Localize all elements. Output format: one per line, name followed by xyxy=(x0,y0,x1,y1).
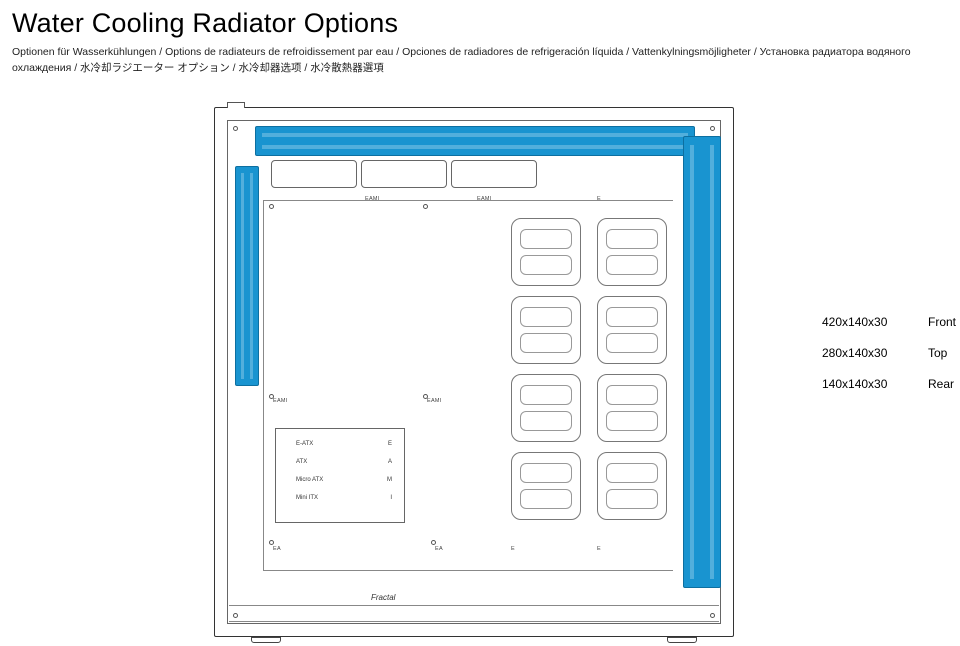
cable-slot xyxy=(511,296,581,364)
cable-slot xyxy=(597,296,667,364)
screw-icon xyxy=(233,126,238,131)
screw-icon xyxy=(710,126,715,131)
fan-outline xyxy=(361,160,447,188)
silk-label: EAMI xyxy=(477,196,492,202)
page-title: Water Cooling Radiator Options xyxy=(12,8,948,39)
case-foot xyxy=(667,637,697,643)
silk-label: EAMI xyxy=(427,398,442,404)
legend-pos: Top xyxy=(928,338,947,369)
silk-label: E xyxy=(511,546,515,552)
fan-outline xyxy=(451,160,537,188)
screw-icon xyxy=(710,613,715,618)
screw-icon xyxy=(269,204,274,209)
pc-case-outline: E-ATX E ATX A Micro ATX M Mini ITX I EAM… xyxy=(214,107,734,637)
legend-row: 140x140x30 Rear xyxy=(822,369,956,400)
screw-icon xyxy=(233,613,238,618)
silk-label: E xyxy=(597,196,601,202)
radiator-front xyxy=(683,136,721,588)
legend-dim: 280x140x30 xyxy=(822,338,908,369)
legend-row: 280x140x30 Top xyxy=(822,338,956,369)
silk-label: EA xyxy=(273,546,281,552)
cable-slot xyxy=(597,218,667,286)
screw-icon xyxy=(431,540,436,545)
legend-dim: 420x140x30 xyxy=(822,307,908,338)
silk-label: E xyxy=(597,546,601,552)
top-fan-row xyxy=(271,160,537,188)
case-foot xyxy=(251,637,281,643)
silk-label: EAMI xyxy=(273,398,288,404)
screw-icon xyxy=(423,204,428,209)
legend-dim: 140x140x30 xyxy=(822,369,908,400)
cable-slot xyxy=(511,452,581,520)
screw-icon xyxy=(423,394,428,399)
cable-slot xyxy=(597,374,667,442)
radiator-size-legend: 420x140x30 Front 280x140x30 Top 140x140x… xyxy=(822,307,956,401)
cable-slot-column xyxy=(597,218,667,530)
motherboard-standoff-legend: E-ATX E ATX A Micro ATX M Mini ITX I xyxy=(275,428,405,523)
radiator-rear xyxy=(235,166,259,386)
fan-outline xyxy=(271,160,357,188)
legend-pos: Front xyxy=(928,307,956,338)
subtitle-translations: Optionen für Wasserkühlungen / Options d… xyxy=(12,45,912,77)
cable-slot xyxy=(597,452,667,520)
radiator-top xyxy=(255,126,695,156)
silk-label: EAMI xyxy=(365,196,380,202)
screw-icon xyxy=(269,394,274,399)
brand-mark: Fractal xyxy=(371,593,395,602)
legend-pos: Rear xyxy=(928,369,954,400)
top-tab xyxy=(227,102,245,108)
screw-icon xyxy=(269,540,274,545)
cable-slot xyxy=(511,218,581,286)
silk-label: EA xyxy=(435,546,443,552)
cable-slot-column xyxy=(511,218,581,530)
cable-slot xyxy=(511,374,581,442)
legend-row: 420x140x30 Front xyxy=(822,307,956,338)
